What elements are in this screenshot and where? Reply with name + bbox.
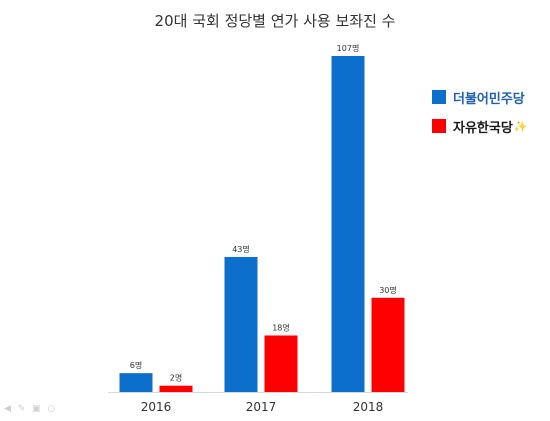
bar-series-1-2017 [224, 256, 258, 392]
legend-item-series-2: 자유한국당 ✨ [432, 117, 528, 136]
legend-item-series-1: 더불어민주당 [432, 88, 528, 107]
slide-controls-icon: ◀ ✎ ▣ ○ [4, 404, 58, 414]
data-label-series-1-2018: 107명 [337, 43, 360, 53]
legend-label-series-2: 자유한국당 [453, 120, 513, 136]
bar-series-2-2018 [371, 297, 405, 392]
legend-label-series-1: 더불어민주당 [453, 91, 525, 107]
data-label-series-2-2017: 18명 [272, 322, 290, 332]
bar-series-1-2018 [331, 56, 365, 392]
chart-title: 20대 국회 정당별 연가 사용 보좌진 수 [154, 12, 396, 30]
legend-swatch-series-2 [432, 119, 446, 133]
legend-swatch-series-1 [432, 90, 446, 104]
data-label-series-2-2018: 30명 [379, 285, 397, 295]
data-label-series-2-2016: 2명 [170, 373, 182, 383]
party-logo-icon: ✨ [513, 119, 528, 133]
bar-series-2-2017 [264, 335, 298, 392]
bar-series-2-2016 [159, 385, 193, 392]
bar-series-1-2016 [119, 373, 153, 392]
data-label-series-1-2016: 6명 [130, 360, 142, 370]
x-tick-label-2016: 2016 [141, 400, 172, 414]
x-tick-label-2018: 2018 [353, 400, 384, 414]
data-label-series-1-2017: 43명 [232, 244, 250, 254]
legend: 더불어민주당 자유한국당 ✨ [432, 88, 528, 146]
x-tick-label-2017: 2017 [246, 400, 277, 414]
